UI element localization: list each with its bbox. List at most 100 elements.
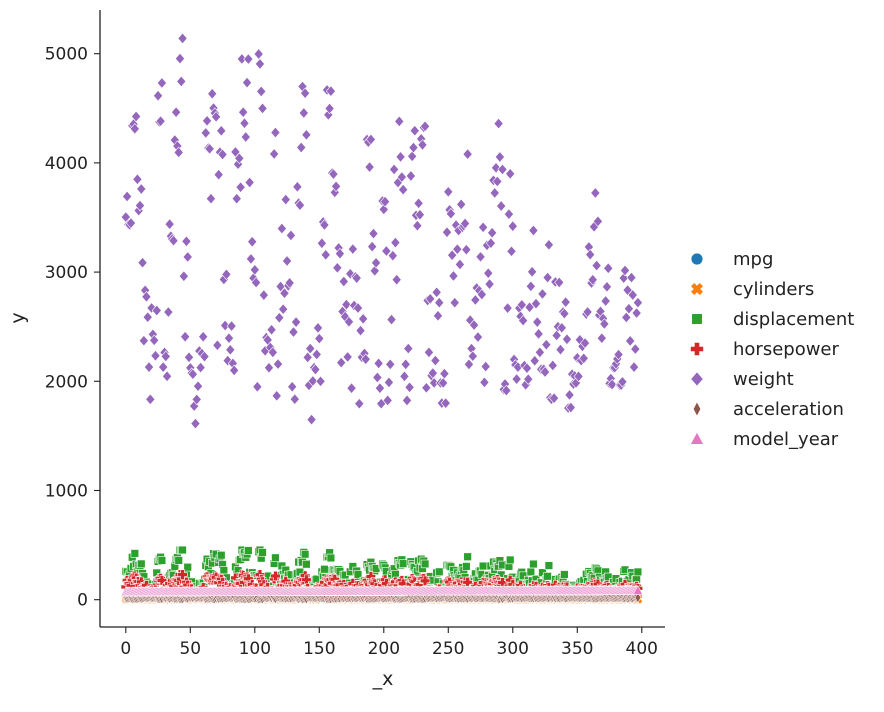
legend-marker-acceleration	[692, 401, 702, 417]
point-weight	[142, 311, 153, 323]
point-weight	[449, 296, 460, 309]
point-weight	[244, 176, 255, 189]
axes: 0 50 100 150 200 250 300 350 4000100020003000400…	[45, 10, 665, 659]
point-weight	[621, 311, 632, 324]
point-weight	[427, 367, 438, 379]
point-weight	[537, 288, 548, 300]
point-weight	[360, 353, 371, 365]
point-weight	[176, 75, 187, 88]
point-displacement	[544, 561, 554, 570]
point-displacement	[137, 559, 146, 569]
point-weight	[202, 115, 213, 127]
point-weight	[532, 316, 543, 328]
point-weight	[591, 259, 602, 272]
point-weight	[287, 381, 298, 393]
point-weight	[623, 302, 634, 315]
legend-marker-displacement	[691, 313, 703, 325]
point-weight	[213, 168, 224, 181]
point-weight	[300, 87, 311, 99]
point-weight	[207, 88, 218, 100]
point-displacement	[271, 553, 280, 562]
point-weight	[352, 302, 363, 314]
point-weight	[153, 89, 164, 102]
point-weight	[573, 370, 584, 383]
point-weight	[559, 307, 570, 320]
point-weight	[454, 258, 465, 271]
point-weight	[469, 319, 480, 331]
point-weight	[253, 48, 264, 60]
point-weight	[383, 376, 394, 389]
point-weight	[225, 344, 236, 356]
point-weight	[434, 296, 445, 309]
point-weight	[358, 313, 369, 325]
point-weight	[365, 133, 376, 146]
x-tick-label: 100	[239, 639, 271, 659]
point-weight	[234, 152, 245, 165]
point-weight	[138, 334, 149, 347]
point-weight	[150, 349, 161, 362]
point-weight	[601, 281, 612, 293]
point-displacement	[543, 572, 552, 581]
point-weight	[487, 227, 498, 239]
point-weight	[245, 253, 256, 265]
point-weight	[282, 255, 293, 267]
point-weight	[296, 141, 307, 154]
point-weight	[284, 277, 295, 289]
y-tick-label: 0	[77, 591, 88, 611]
point-weight	[423, 346, 434, 359]
point-weight	[631, 307, 642, 319]
legend-item-displacement: displacement	[691, 309, 854, 330]
series-model-year	[120, 585, 644, 597]
point-weight	[378, 203, 389, 216]
point-weight	[398, 183, 409, 196]
point-displacement	[130, 549, 140, 558]
point-weight	[478, 221, 489, 234]
point-weight	[298, 107, 309, 119]
point-weight	[195, 361, 206, 374]
point-weight	[613, 348, 624, 361]
point-weight	[354, 397, 365, 410]
point-weight	[305, 342, 316, 355]
point-weight	[439, 367, 450, 380]
point-weight	[331, 180, 342, 193]
point-weight	[221, 268, 232, 281]
point-weight	[421, 382, 432, 394]
point-weight	[525, 280, 536, 293]
point-weight	[149, 334, 160, 347]
legend-label: acceleration	[733, 399, 844, 420]
point-weight	[251, 276, 262, 289]
point-weight	[448, 270, 459, 282]
point-weight	[319, 219, 330, 231]
x-tick-label: 0	[120, 639, 131, 659]
point-displacement	[258, 548, 267, 557]
point-displacement	[300, 549, 310, 559]
point-weight	[533, 328, 544, 340]
point-weight	[292, 181, 303, 193]
point-displacement	[326, 553, 336, 563]
point-weight	[386, 313, 397, 326]
point-weight	[320, 249, 331, 261]
point-weight	[380, 195, 391, 208]
legend-label: weight	[733, 369, 794, 390]
point-weight	[622, 284, 633, 296]
point-weight	[547, 359, 558, 372]
point-weight	[364, 161, 375, 173]
point-weight	[431, 286, 442, 299]
point-weight	[403, 342, 414, 355]
point-weight	[125, 217, 136, 229]
point-weight	[122, 190, 133, 203]
point-weight	[374, 382, 385, 394]
point-weight	[249, 264, 260, 276]
point-weight	[578, 352, 589, 365]
point-weight	[256, 85, 267, 98]
point-displacement	[478, 561, 488, 571]
point-weight	[460, 217, 471, 230]
point-weight	[400, 358, 411, 371]
point-weight	[603, 262, 614, 275]
point-weight	[174, 52, 185, 65]
legend-item-model-year: model_year	[689, 429, 839, 450]
point-weight	[592, 215, 603, 228]
point-weight	[387, 249, 398, 262]
point-weight	[187, 368, 198, 380]
x-tick-label: 300	[497, 639, 529, 659]
